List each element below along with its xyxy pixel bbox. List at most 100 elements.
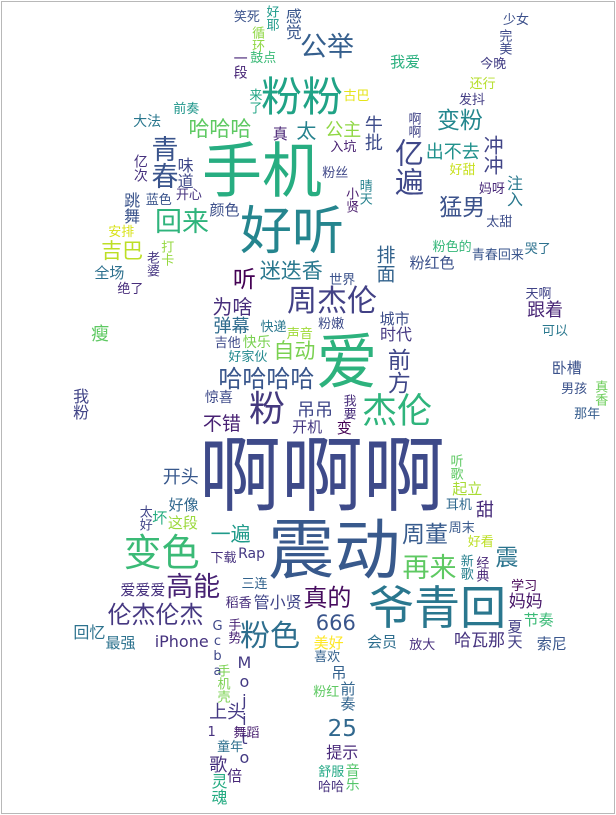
cloud-word: 1: [207, 724, 216, 740]
cloud-word: 男孩: [561, 382, 588, 398]
cloud-word: 好甜: [449, 162, 476, 178]
cloud-word: 我粉: [70, 388, 90, 421]
cloud-word: 节奏: [523, 610, 554, 629]
cloud-word: 童年: [217, 739, 244, 755]
cloud-word: 公主: [325, 120, 362, 142]
cloud-word: 天啊: [525, 287, 552, 303]
cloud-word: 25: [327, 715, 357, 742]
cloud-word: 瘦: [91, 324, 110, 346]
cloud-word: 变: [334, 420, 353, 436]
cloud-word: 入坑: [330, 139, 357, 155]
cloud-word: 前奏: [173, 102, 200, 118]
cloud-word: 跟着: [527, 299, 564, 321]
cloud-word: 手机: [202, 137, 322, 207]
cloud-word: 笑死: [233, 10, 260, 26]
cloud-word: 好耶: [263, 5, 279, 32]
cloud-word: 回来: [155, 206, 209, 238]
cloud-word: 今晚: [480, 57, 507, 73]
cloud-word: 大法: [133, 113, 162, 130]
cloud-word: 粉色: [240, 618, 301, 654]
cloud-word: 前奏: [338, 681, 357, 712]
cloud-word: 感觉: [282, 7, 302, 40]
cloud-word: 可以: [541, 323, 568, 339]
cloud-word: 安排: [108, 225, 135, 241]
cloud-word: 亿次: [131, 153, 148, 182]
cloud-word: 哈瓦那: [453, 631, 505, 652]
cloud-word: 开头: [162, 466, 199, 488]
cloud-word: Rap: [238, 546, 265, 563]
cloud-word: 卧槽: [551, 358, 582, 377]
cloud-word: 吊: [331, 663, 347, 682]
cloud-word: 为啥: [212, 295, 253, 320]
cloud-word: 小贤: [343, 187, 359, 214]
cloud-word: 那年: [574, 407, 601, 423]
cloud-word: 来了: [246, 88, 262, 115]
cloud-word: 时代: [379, 325, 412, 345]
cloud-word: 不错: [202, 413, 241, 436]
cloud-word: 粉嫩: [318, 316, 345, 332]
cloud-word: 震: [495, 545, 519, 571]
cloud-word: 变粉: [436, 107, 483, 134]
cloud-word: 变色: [123, 530, 200, 575]
cloud-word: 好听: [239, 202, 344, 262]
cloud-word: 开机: [292, 418, 323, 437]
cloud-word: 少女: [502, 13, 529, 29]
cloud-word: 自动: [273, 339, 316, 364]
cloud-word: 哈哈: [318, 780, 345, 796]
cloud-word: 循环: [249, 25, 265, 52]
cloud-word: 一遍: [210, 521, 251, 546]
cloud-word: 好像: [168, 496, 199, 515]
cloud-word: 粉红色: [409, 253, 455, 272]
cloud-word: 冲冲: [480, 135, 505, 176]
cloud-word: 啊啊: [405, 111, 421, 138]
cloud-word: 好看: [467, 534, 494, 550]
cloud-word: 新歌: [457, 553, 473, 580]
cloud-word: 开心: [175, 187, 202, 203]
cloud-word: 完美: [496, 29, 512, 56]
cloud-word: 666: [315, 611, 356, 636]
cloud-word: 再来: [402, 553, 457, 585]
cloud-word: 粉红: [313, 685, 340, 701]
cloud-word: 城市: [379, 310, 410, 328]
cloud-word: Mojito: [234, 652, 254, 767]
cloud-word: 手势: [225, 618, 241, 645]
cloud-word: 排面: [373, 245, 396, 284]
cloud-word: 最强: [105, 633, 136, 652]
cloud-word: 周董: [401, 522, 448, 549]
cloud-word: 牛批: [361, 115, 383, 152]
cloud-word: 颜色: [209, 200, 240, 219]
cloud-word: 上头: [209, 701, 246, 723]
cloud-word: 老婆: [143, 251, 159, 278]
cloud-word: 真香: [592, 380, 608, 407]
cloud-word: 亿遍: [390, 137, 425, 196]
cloud-word: 管小贤: [253, 592, 302, 612]
cloud-word: 学习: [511, 579, 538, 595]
cloud-word: 太甜: [486, 215, 513, 231]
cloud-word: 发抖: [459, 93, 486, 109]
cloud-word: 爱: [316, 326, 378, 398]
cloud-word: 吉巴: [101, 239, 144, 264]
cloud-word: 周末: [448, 521, 475, 537]
cloud-word: 伦杰伦杰: [107, 601, 204, 630]
cloud-word: 回忆: [73, 622, 106, 642]
cloud-word: 喜欢: [314, 650, 341, 665]
cloud-word: 晴天: [356, 179, 372, 206]
cloud-word: 灵魂: [208, 772, 228, 805]
cloud-word: 前方: [383, 347, 410, 394]
cloud-word: 起立: [452, 480, 483, 499]
cloud-word: 我要: [340, 393, 356, 420]
cloud-word: 坏: [152, 509, 168, 528]
cloud-word: 哈哈哈: [188, 116, 252, 141]
cloud-word: 经典: [473, 556, 489, 583]
cloud-word: 妈妈: [508, 591, 543, 612]
cloud-word: 粉丝: [322, 165, 349, 181]
cloud-word: 提示: [326, 743, 359, 763]
cloud-word: 吉他: [214, 336, 241, 352]
cloud-word: 高能: [166, 572, 221, 604]
cloud-word: 好家伙: [228, 350, 268, 366]
cloud-word: 爱爱爱: [120, 580, 166, 599]
cloud-word: 一段: [231, 50, 248, 79]
cloud-word: 鼓点: [250, 50, 277, 66]
